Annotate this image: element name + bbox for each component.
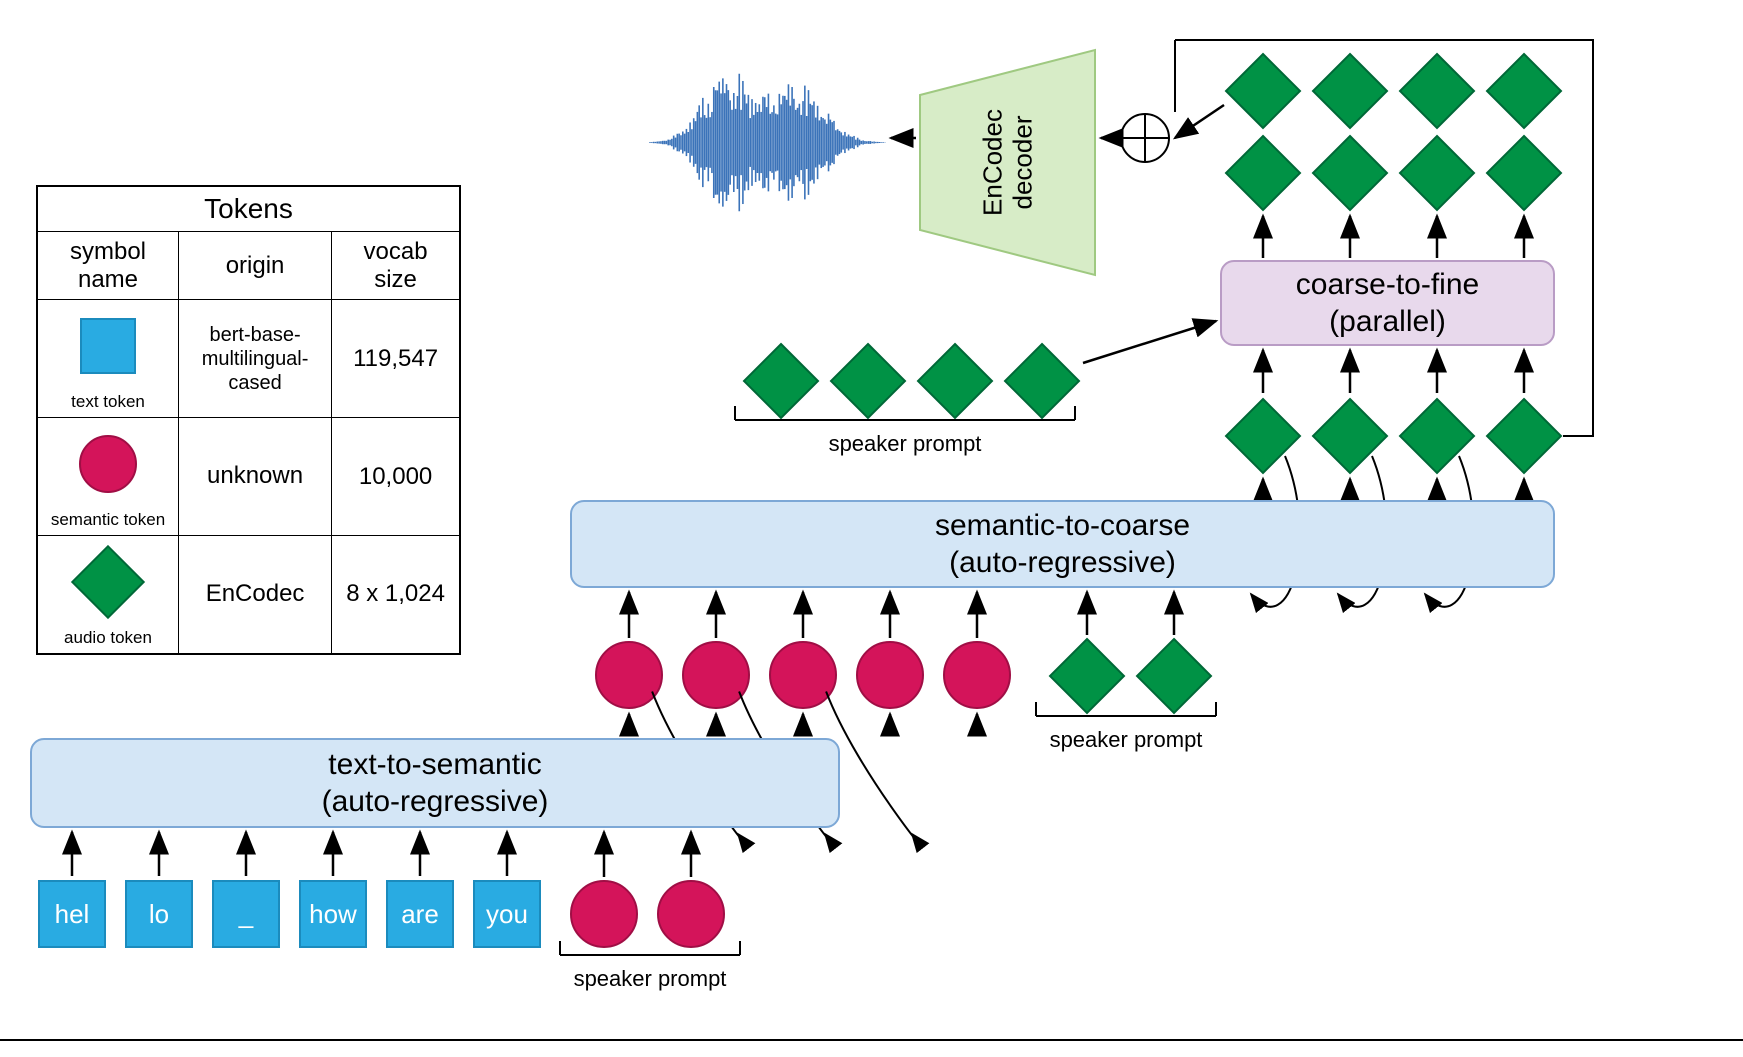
audio-token: [1400, 136, 1474, 210]
semantic-token: [571, 881, 637, 947]
arrow-right: [1083, 321, 1216, 363]
audio-token: [831, 344, 905, 418]
audio-token: [1005, 344, 1079, 418]
audio-token: [1313, 54, 1387, 128]
tokens-table-symbol-cell: audio token: [37, 536, 179, 654]
text-token: lo: [125, 880, 193, 948]
text-token-icon: [81, 319, 135, 373]
token-caption: audio token: [38, 628, 178, 652]
waveform: [650, 74, 885, 212]
semantic-token: [596, 642, 662, 708]
tokens-table-header: origin: [179, 232, 332, 300]
audio-token: [1487, 136, 1561, 210]
audio-token: [1137, 639, 1211, 713]
speaker-prompt-label-top: speaker prompt: [735, 431, 1075, 457]
tokens-table-header: vocab size: [332, 232, 460, 300]
tokens-table-title: Tokens: [37, 186, 460, 232]
semantic-token-icon: [80, 436, 136, 492]
tokens-table-symbol-cell: text token: [37, 300, 179, 418]
audio-token: [1226, 399, 1300, 473]
text-token: are: [386, 880, 454, 948]
module-label-line1: coarse-to-fine: [1296, 266, 1479, 304]
speaker-prompt-label-bottom: speaker prompt: [560, 966, 740, 992]
module-text-to-semantic: text-to-semantic (auto-regressive): [30, 738, 840, 828]
module-label-line2: (auto-regressive): [949, 544, 1176, 582]
audio-token: [1226, 54, 1300, 128]
tokens-table: Tokens symbol nameoriginvocab size text …: [36, 185, 461, 655]
arrow-left: [1175, 105, 1224, 138]
text-token: _: [212, 880, 280, 948]
audio-token: [1400, 399, 1474, 473]
audio-token: [744, 344, 818, 418]
audio-token: [1487, 399, 1561, 473]
audio-token: [1050, 639, 1124, 713]
audio-token: [1226, 136, 1300, 210]
semantic-token: [770, 642, 836, 708]
semantic-token: [857, 642, 923, 708]
audio-token: [918, 344, 992, 418]
tokens-table-row: text tokenbert-base- multilingual- cased…: [37, 300, 460, 418]
tokens-table-symbol-cell: semantic token: [37, 418, 179, 536]
text-token: how: [299, 880, 367, 948]
audio-token: [1400, 54, 1474, 128]
module-coarse-to-fine: coarse-to-fine (parallel): [1220, 260, 1555, 346]
tokens-table-header: symbol name: [37, 232, 179, 300]
token-caption: semantic token: [38, 510, 178, 534]
semantic-token: [683, 642, 749, 708]
audio-token: [1313, 136, 1387, 210]
token-caption: text token: [38, 392, 178, 416]
encodec-decoder-label: EnCodecdecoder: [978, 109, 1038, 216]
tokens-table-origin: unknown: [179, 418, 332, 536]
tokens-table-row: audio tokenEnCodec8 x 1,024: [37, 536, 460, 654]
module-label-line1: text-to-semantic: [328, 746, 541, 784]
semantic-token: [944, 642, 1010, 708]
audio-token: [1487, 54, 1561, 128]
module-label-line1: semantic-to-coarse: [935, 507, 1190, 545]
text-token: you: [473, 880, 541, 948]
speaker-prompt-label-middle: speaker prompt: [1036, 727, 1216, 753]
module-label-line2: (auto-regressive): [322, 783, 549, 821]
tokens-table-origin: bert-base- multilingual- cased: [179, 300, 332, 418]
audio-token-icon: [72, 546, 143, 617]
tokens-table-origin: EnCodec: [179, 536, 332, 654]
tokens-table-row: semantic tokenunknown10,000: [37, 418, 460, 536]
audio-token: [1313, 399, 1387, 473]
tokens-table-vocab: 119,547: [332, 300, 460, 418]
tokens-table-vocab: 10,000: [332, 418, 460, 536]
module-semantic-to-coarse: semantic-to-coarse (auto-regressive): [570, 500, 1555, 588]
text-token: hel: [38, 880, 106, 948]
semantic-token: [658, 881, 724, 947]
tokens-table-vocab: 8 x 1,024: [332, 536, 460, 654]
module-label-line2: (parallel): [1329, 303, 1446, 341]
autoregressive-loop: [826, 692, 920, 845]
